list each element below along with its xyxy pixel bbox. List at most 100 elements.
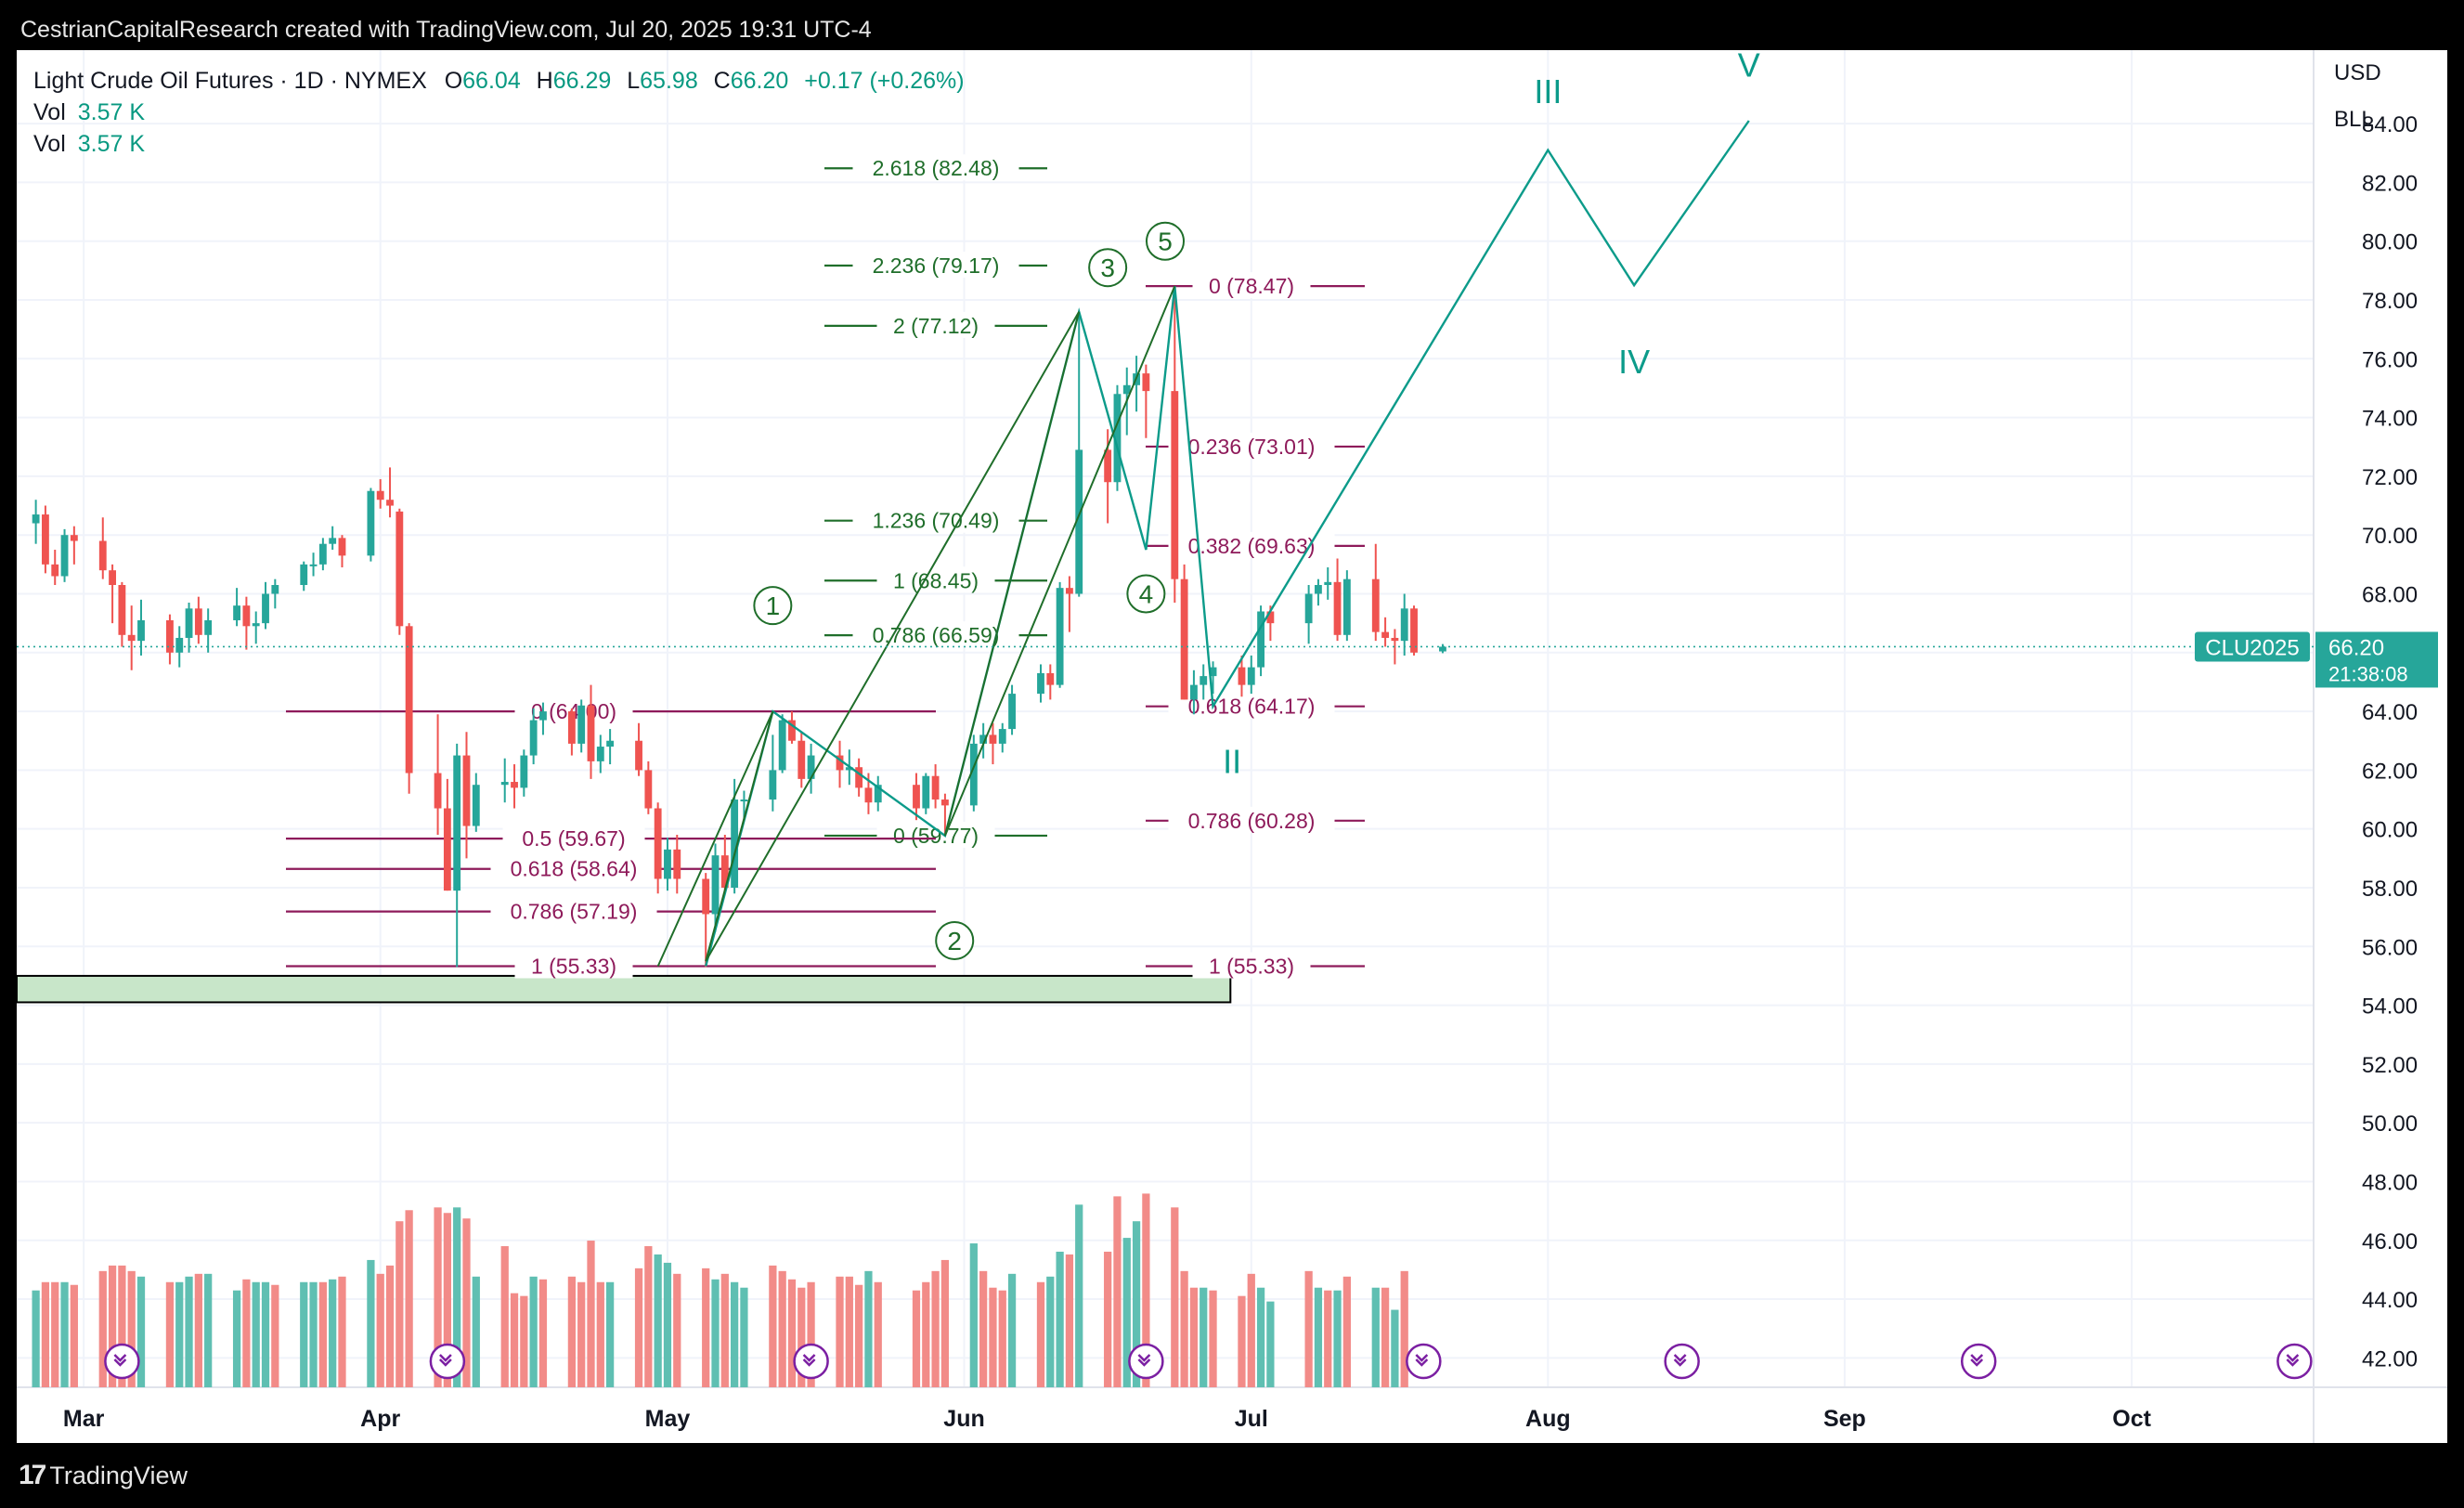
candle-body[interactable] [979,734,988,744]
candle-body[interactable] [98,540,107,571]
candle-body[interactable] [702,878,710,915]
legend-row-vol-1[interactable]: Vol 3.57 K [33,97,965,128]
candle-body[interactable] [1180,578,1188,700]
candle-body[interactable] [567,711,576,744]
event-marker-icon[interactable] [429,1343,466,1380]
candle-body[interactable] [396,511,404,627]
support-zone[interactable] [17,974,1232,1004]
candle-body[interactable] [998,729,1006,744]
candle-body[interactable] [1190,684,1198,700]
currency-label[interactable]: USD [2334,60,2381,85]
candle-body[interactable] [51,564,59,577]
event-marker-icon[interactable] [1406,1343,1442,1380]
candle-body[interactable] [233,605,241,620]
candle-body[interactable] [1391,637,1399,642]
candle-body[interactable] [60,535,69,577]
last-price-badge[interactable] [2315,631,2438,688]
candle-body[interactable] [204,619,213,635]
candle-body[interactable] [185,608,193,638]
candle-body[interactable] [720,855,729,888]
candle-body[interactable] [405,626,413,774]
event-marker-icon[interactable] [1128,1343,1164,1380]
candle-body[interactable] [654,808,662,879]
candle-body[interactable] [596,747,604,761]
candle-body[interactable] [864,787,873,803]
candle-body[interactable] [1257,611,1265,668]
candle-body[interactable] [1247,667,1255,685]
candle-body[interactable] [1371,578,1380,632]
candle-body[interactable] [472,785,480,826]
candle-body[interactable] [386,500,394,506]
candle-body[interactable] [711,855,720,915]
candle-body[interactable] [788,720,796,741]
candle-body[interactable] [309,564,318,566]
candle-body[interactable] [931,775,940,800]
candle-body[interactable] [1046,672,1055,685]
candle-body[interactable] [769,770,777,800]
candle-body[interactable] [778,720,786,771]
candle-body[interactable] [520,755,528,788]
candle-body[interactable] [500,782,509,786]
candle-body[interactable] [1333,581,1342,635]
candle-body[interactable] [1266,611,1275,624]
candle-body[interactable] [338,538,346,556]
candle-body[interactable] [1410,608,1418,653]
candle-body[interactable] [836,755,844,771]
candle-body[interactable] [577,705,586,744]
candle-body[interactable] [127,634,136,642]
candle-body[interactable] [118,585,126,635]
candle-body[interactable] [166,619,174,653]
candle-body[interactable] [664,849,671,879]
candle-body[interactable] [807,755,815,779]
event-marker-icon[interactable] [104,1343,140,1380]
candle-body[interactable] [32,514,40,524]
candle-body[interactable] [1056,588,1064,685]
candle-body[interactable] [587,705,595,761]
minor-wave-path[interactable] [656,285,1176,967]
candle-body[interactable] [740,800,748,802]
candle-body[interactable] [262,593,269,624]
candle-body[interactable] [845,767,853,771]
candle-body[interactable] [1200,676,1208,685]
candle-body[interactable] [511,782,518,788]
candle-body[interactable] [606,740,615,748]
candle-body[interactable] [989,734,997,744]
candle-body[interactable] [855,767,863,788]
candle-body[interactable] [673,849,681,879]
candle-body[interactable] [1304,593,1313,624]
candle-body[interactable] [252,623,260,627]
candle-body[interactable] [644,770,653,809]
candle-body[interactable] [1381,631,1390,638]
candle-body[interactable] [175,637,184,653]
candle-body[interactable] [922,775,930,809]
legend-row-vol-2[interactable]: Vol 3.57 K [33,128,965,160]
candle-body[interactable] [1008,694,1016,730]
candle-body[interactable] [1400,608,1408,642]
candle-body[interactable] [376,490,384,500]
event-marker-icon[interactable] [1960,1343,1997,1380]
event-marker-icon[interactable] [1664,1343,1700,1380]
candle-body[interactable] [1113,394,1122,483]
candle-body[interactable] [42,514,49,565]
candle-body[interactable] [1324,581,1332,585]
candle-body[interactable] [635,740,642,771]
candle-body[interactable] [1142,373,1150,392]
candle-body[interactable] [109,570,117,585]
candle-body[interactable] [329,538,337,544]
candle-body[interactable] [798,740,806,779]
symbol-name[interactable]: Light Crude Oil Futures · 1D · NYMEX [33,68,427,94]
candle-body[interactable] [300,564,308,585]
candle-body[interactable] [271,585,279,594]
candle-body[interactable] [874,785,882,803]
candle-body[interactable] [443,808,451,891]
candle-body[interactable] [1037,672,1044,695]
unit-label[interactable]: BLL [2334,107,2374,132]
candle-body[interactable] [529,720,538,756]
candle-body[interactable] [1171,391,1179,579]
candle-body[interactable] [367,490,375,556]
candle-body[interactable] [194,608,202,635]
candle-body[interactable] [1075,449,1083,594]
candle-body[interactable] [913,785,920,809]
candle-body[interactable] [462,755,471,826]
candle-body[interactable] [242,605,251,627]
